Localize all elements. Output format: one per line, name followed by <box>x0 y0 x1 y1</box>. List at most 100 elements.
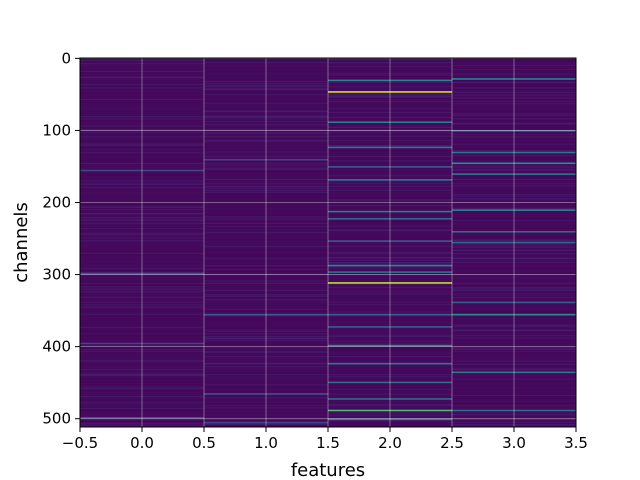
heatmap-cell <box>80 165 204 167</box>
heatmap-cell <box>204 118 328 120</box>
heatmap-cell <box>452 349 576 352</box>
heatmap-cell <box>204 223 328 225</box>
heatmap-cell <box>452 331 576 333</box>
heatmap-cell <box>80 416 204 418</box>
heatmap-cell <box>204 364 328 366</box>
heatmap-cell <box>204 272 328 274</box>
heatmap-cell <box>328 59 452 61</box>
heatmap-cell <box>328 139 452 141</box>
heatmap-cell <box>328 277 452 279</box>
heatmap-cell <box>204 84 328 86</box>
heatmap-cell <box>328 206 452 208</box>
heatmap-cell <box>328 320 452 322</box>
heatmap-cell <box>452 402 576 404</box>
heatmap-cell <box>452 399 576 401</box>
heatmap-cell <box>204 222 328 224</box>
heatmap-cell <box>328 172 452 174</box>
heatmap-cell <box>452 216 576 218</box>
heatmap-cell <box>328 230 452 232</box>
heatmap-cell <box>452 276 576 278</box>
heatmap-cell <box>80 124 204 126</box>
heatmap-cell <box>452 94 576 96</box>
heatmap-cell <box>80 174 204 176</box>
heatmap-cell <box>452 357 576 359</box>
heatmap-cell <box>452 367 576 370</box>
heatmap-cell <box>328 411 452 413</box>
heatmap-highlight-cell <box>328 344 452 347</box>
heatmap-cell <box>452 249 576 251</box>
heatmap-cell <box>80 232 204 234</box>
heatmap-cell <box>328 350 452 352</box>
heatmap-highlight-cell <box>328 418 452 420</box>
heatmap-cell <box>452 365 576 367</box>
heatmap-cell <box>452 381 576 383</box>
heatmap-cell <box>452 345 576 347</box>
heatmap-cell <box>80 155 204 157</box>
heatmap-cell <box>204 336 328 339</box>
heatmap-cell <box>452 292 576 294</box>
heatmap-cell <box>204 226 328 228</box>
heatmap-cell <box>80 238 204 241</box>
heatmap-cell <box>80 368 204 370</box>
heatmap-cell <box>80 316 204 318</box>
heatmap-cell <box>80 413 204 415</box>
heatmap-cell <box>452 266 576 268</box>
heatmap-highlight-cell <box>452 313 576 316</box>
heatmap-cell <box>328 158 452 160</box>
heatmap-cell <box>328 214 452 216</box>
heatmap-cell <box>204 264 328 266</box>
heatmap-cell <box>80 394 204 396</box>
heatmap-cell <box>328 333 452 335</box>
heatmap-cell <box>328 370 452 372</box>
heatmap-cell <box>452 255 576 257</box>
heatmap-cell <box>452 142 576 144</box>
heatmap-cell <box>80 300 204 302</box>
heatmap-cell <box>328 141 452 143</box>
heatmap-cell <box>80 137 204 139</box>
heatmap-cell <box>80 178 204 180</box>
heatmap-cell <box>80 76 204 78</box>
heatmap-cell <box>204 209 328 211</box>
heatmap-cell <box>80 333 204 335</box>
heatmap-cell <box>80 288 204 290</box>
heatmap-cell <box>204 211 328 213</box>
heatmap-cell <box>80 225 204 227</box>
heatmap-cell <box>204 219 328 221</box>
heatmap-cell <box>80 196 204 198</box>
heatmap-highlight-cell <box>328 179 452 181</box>
heatmap-cell <box>80 107 204 109</box>
heatmap-cell <box>452 246 576 248</box>
heatmap-cell <box>452 114 576 116</box>
heatmap-cell <box>452 422 576 424</box>
heatmap-cell <box>452 94 576 96</box>
heatmap-cell <box>204 240 328 242</box>
heatmap-cell <box>80 241 204 243</box>
heatmap-cell <box>80 283 204 285</box>
heatmap-cell <box>328 87 452 89</box>
heatmap-cell <box>80 397 204 399</box>
heatmap-cell <box>452 352 576 354</box>
heatmap-cell <box>328 196 452 198</box>
heatmap-cell <box>80 330 204 332</box>
heatmap-cell <box>328 301 452 303</box>
heatmap-cell <box>80 359 204 362</box>
heatmap-cell <box>204 403 328 406</box>
heatmap-cell <box>452 285 576 287</box>
heatmap-cell <box>80 192 204 194</box>
heatmap-cell <box>204 361 328 363</box>
heatmap-cell <box>328 324 452 326</box>
heatmap-cell <box>80 187 204 189</box>
heatmap-cell <box>204 254 328 256</box>
heatmap-cell <box>80 145 204 147</box>
heatmap-cell <box>452 138 576 140</box>
heatmap-cell <box>204 251 328 253</box>
heatmap-cell <box>452 261 576 264</box>
heatmap-cell <box>452 394 576 396</box>
heatmap-cell <box>328 406 452 408</box>
heatmap-cell <box>452 218 576 220</box>
heatmap-cell <box>328 395 452 397</box>
heatmap-cell <box>204 179 328 181</box>
heatmap-cell <box>452 291 576 293</box>
heatmap-cell <box>204 295 328 297</box>
